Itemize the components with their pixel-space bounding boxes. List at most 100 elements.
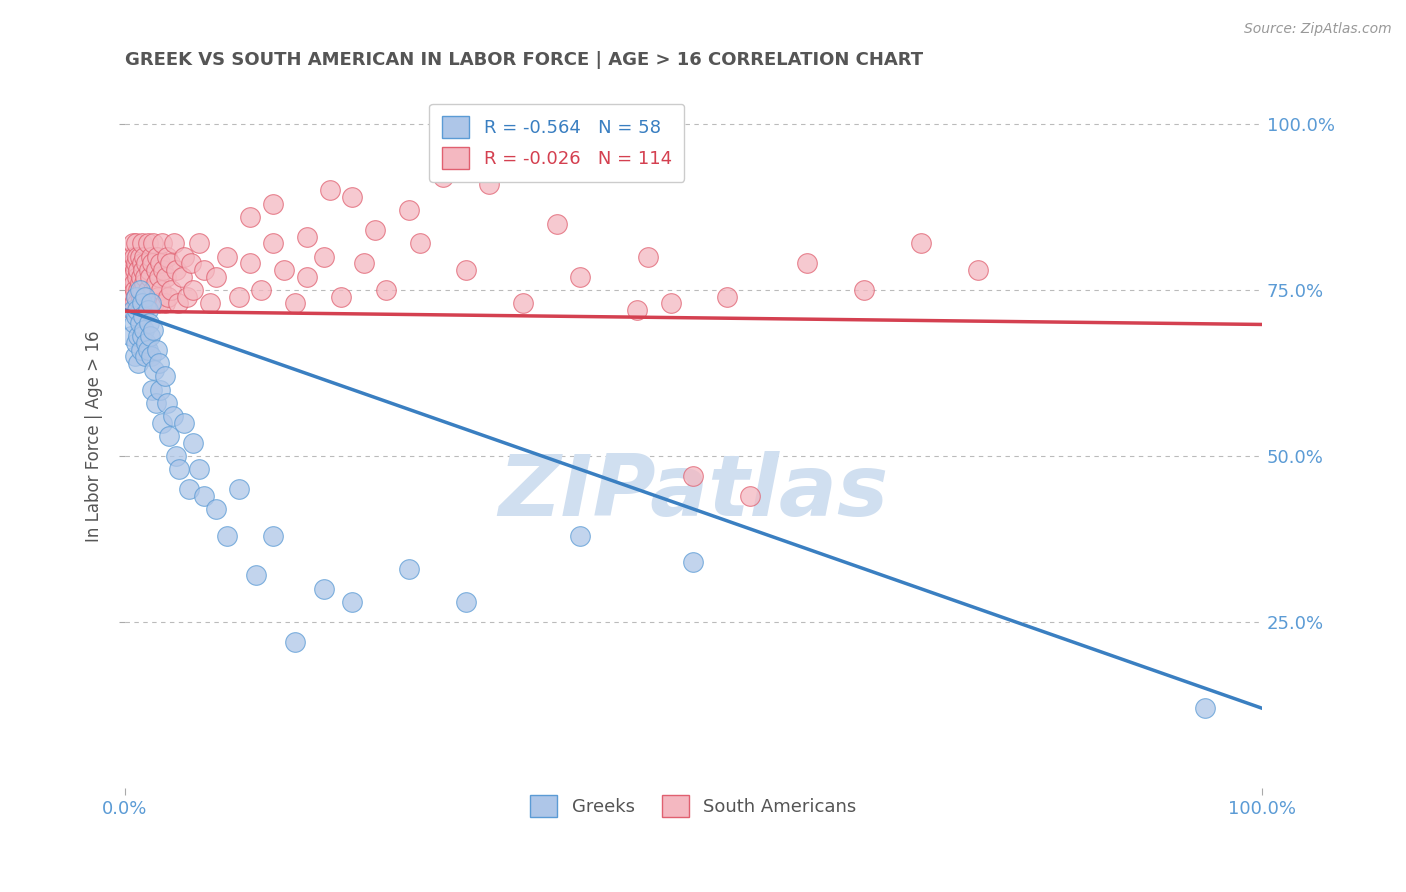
Point (145, 277, 167, 291)
Point (342, 595, 364, 609)
Point (127, 269, 149, 284)
Point (122, 277, 145, 291)
Point (181, 283, 204, 297)
Point (353, 256, 375, 270)
Point (149, 383, 172, 397)
Point (852, 283, 875, 297)
Point (139, 269, 162, 284)
Point (125, 289, 148, 303)
Point (129, 289, 152, 303)
Point (375, 283, 398, 297)
Point (128, 277, 150, 291)
Point (127, 329, 149, 343)
Point (228, 482, 250, 496)
Point (165, 263, 187, 277)
Point (432, 170, 454, 185)
Point (138, 263, 160, 277)
Point (132, 296, 155, 310)
Point (136, 236, 159, 251)
Point (145, 250, 167, 264)
Point (135, 256, 157, 270)
Point (239, 210, 262, 224)
Point (546, 217, 568, 231)
Point (122, 250, 145, 264)
Point (117, 296, 139, 310)
Point (398, 562, 420, 576)
Point (398, 203, 420, 218)
Point (659, 296, 682, 310)
Point (318, 183, 340, 197)
Y-axis label: In Labor Force | Age > 16: In Labor Force | Age > 16 (86, 330, 103, 541)
Point (139, 296, 162, 310)
Point (127, 263, 149, 277)
Point (121, 269, 143, 284)
Point (193, 263, 215, 277)
Point (143, 296, 166, 310)
Point (159, 256, 181, 270)
Point (131, 236, 153, 251)
Point (128, 283, 150, 297)
Point (153, 296, 176, 310)
Point (796, 256, 818, 270)
Point (228, 289, 250, 303)
Point (262, 528, 284, 542)
Point (124, 349, 146, 363)
Point (124, 283, 146, 297)
Point (568, 528, 591, 542)
Point (142, 323, 165, 337)
Point (284, 296, 307, 310)
Point (131, 256, 153, 270)
Point (143, 362, 166, 376)
Point (245, 568, 267, 582)
Point (121, 302, 143, 317)
Point (187, 236, 209, 251)
Point (170, 269, 193, 284)
Point (198, 296, 221, 310)
Point (173, 250, 195, 264)
Point (187, 462, 209, 476)
Point (124, 263, 146, 277)
Point (139, 250, 162, 264)
Point (121, 302, 143, 317)
Text: Source: ZipAtlas.com: Source: ZipAtlas.com (1244, 22, 1392, 37)
Point (129, 269, 152, 284)
Point (134, 349, 156, 363)
Point (136, 302, 159, 317)
Point (454, 263, 477, 277)
Point (122, 296, 145, 310)
Point (142, 283, 165, 297)
Point (148, 269, 170, 284)
Point (136, 283, 159, 297)
Point (134, 323, 156, 337)
Point (169, 462, 191, 476)
Point (128, 296, 150, 310)
Point (181, 435, 204, 450)
Text: GREEK VS SOUTH AMERICAN IN LABOR FORCE | AGE > 16 CORRELATION CHART: GREEK VS SOUTH AMERICAN IN LABOR FORCE |… (125, 51, 922, 69)
Point (135, 336, 157, 351)
Point (139, 296, 162, 310)
Point (162, 409, 184, 423)
Point (134, 277, 156, 291)
Point (129, 343, 152, 357)
Point (364, 223, 387, 237)
Point (1194, 701, 1216, 715)
Point (312, 250, 335, 264)
Point (180, 256, 202, 270)
Point (152, 263, 174, 277)
Point (121, 289, 143, 303)
Point (125, 336, 148, 351)
Point (127, 283, 149, 297)
Point (145, 343, 167, 357)
Point (157, 289, 180, 303)
Point (682, 555, 704, 569)
Point (125, 236, 148, 251)
Point (716, 289, 738, 303)
Point (155, 269, 177, 284)
Point (160, 283, 183, 297)
Point (295, 229, 318, 244)
Point (127, 302, 149, 317)
Point (150, 416, 173, 430)
Point (262, 196, 284, 211)
Point (153, 369, 176, 384)
Point (131, 283, 153, 297)
